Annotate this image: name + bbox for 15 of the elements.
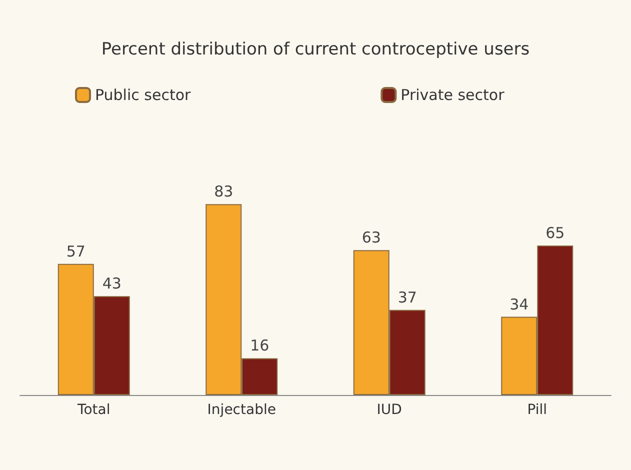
data-label: 65 <box>546 224 565 242</box>
legend-label: Public sector <box>95 86 192 104</box>
data-label: 57 <box>66 242 86 260</box>
data-label: 34 <box>510 295 529 314</box>
legend-label: Private sector <box>400 86 506 104</box>
chart-title: Percent distribution of current controceptive users <box>101 40 530 60</box>
x-tick-label: Total <box>76 402 110 418</box>
x-tick-label: Injectable <box>207 402 276 418</box>
x-tick-label: IUD <box>376 402 402 418</box>
x-tick-label: Pill <box>527 402 548 418</box>
data-label: 83 <box>214 182 234 201</box>
data-label: 63 <box>362 228 381 247</box>
data-label: 37 <box>398 288 417 306</box>
data-label: 43 <box>102 274 122 293</box>
data-label: 16 <box>250 336 270 355</box>
